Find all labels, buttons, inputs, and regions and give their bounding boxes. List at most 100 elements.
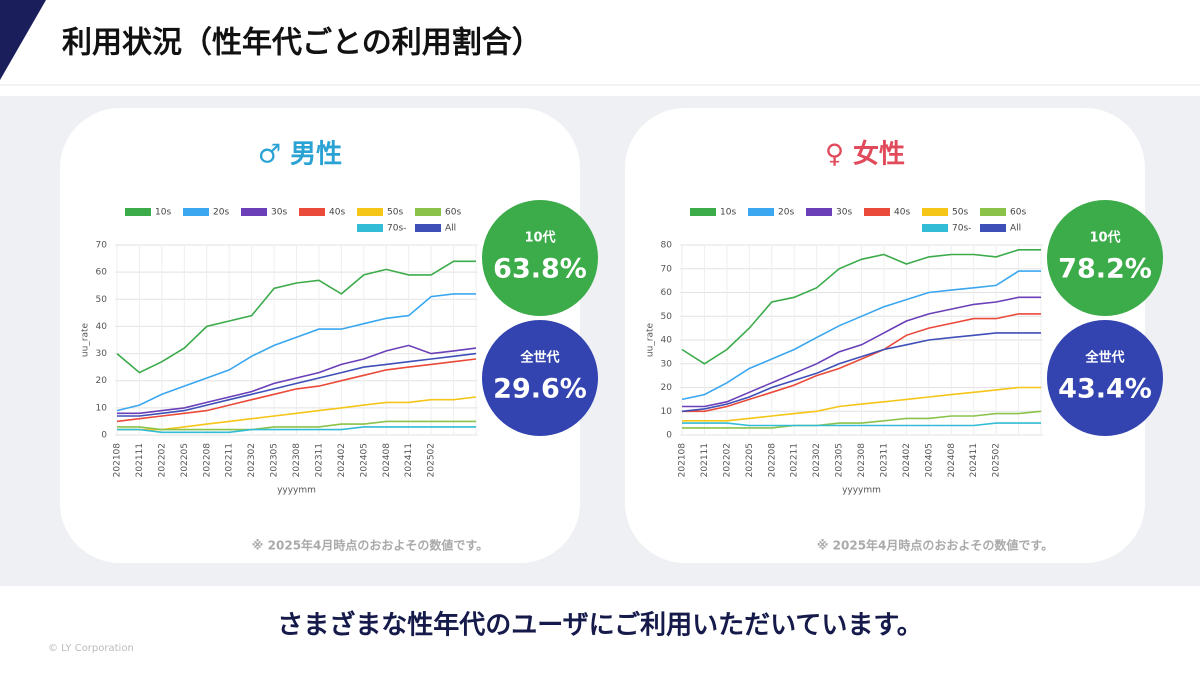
chart-title: ♂ 男性 [258, 140, 342, 170]
y-tick-label: 70 [661, 264, 673, 274]
legend-label: 50s [952, 208, 968, 218]
legend-swatch [183, 208, 209, 216]
chart-title: ♀ 女性 [825, 139, 905, 170]
series-line [682, 313, 1041, 413]
series-line [116, 293, 476, 412]
legend-label: 10s [720, 208, 736, 218]
chart-note: ※ 2025年4月時点のおおよその数値です。 [252, 538, 488, 553]
legend-label: All [445, 224, 456, 234]
stat-value: 78.2% [1058, 254, 1152, 285]
series-line [682, 386, 1041, 422]
legend-label: 10s [155, 208, 171, 218]
x-tick-label: 202402 [337, 443, 347, 477]
x-tick-label: 202502 [992, 443, 1002, 477]
y-tick-label: 0 [101, 431, 107, 441]
series-line [682, 410, 1042, 429]
legend-swatch [690, 208, 716, 216]
x-tick-label: 202111 [700, 443, 710, 477]
x-tick-label: 202408 [382, 443, 392, 478]
y-tick-label: 80 [661, 241, 673, 251]
y-axis-label: uu_rate [81, 322, 91, 357]
y-tick-label: 40 [661, 336, 673, 346]
x-tick-label: 202202 [157, 443, 167, 477]
series-line [117, 396, 477, 431]
legend-swatch [241, 208, 267, 216]
stat-label: 全世代 [519, 350, 559, 366]
x-tick-label: 202311 [879, 443, 889, 477]
x-tick-label: 202108 [678, 443, 688, 478]
x-tick-label: 202305 [835, 443, 845, 477]
series-line [682, 422, 1041, 427]
series-line [117, 426, 476, 434]
x-tick-label: 202205 [745, 443, 755, 477]
x-tick-label: 202302 [247, 443, 257, 477]
x-tick-label: 202402 [902, 443, 912, 477]
legend-label: 40s [894, 208, 910, 218]
copyright: © LY Corporation [48, 643, 134, 654]
y-tick-label: 60 [96, 268, 108, 278]
x-tick-label: 202411 [404, 443, 414, 477]
legend-swatch [415, 208, 441, 216]
x-tick-label: 202211 [225, 443, 235, 477]
legend-swatch [922, 208, 948, 216]
legend-label: 20s [213, 208, 229, 218]
legend-swatch [980, 224, 1006, 232]
y-tick-label: 0 [666, 431, 672, 441]
footer-message: さまざまな性年代のユーザにご利用いただいています。 [277, 610, 923, 641]
series-line [682, 296, 1041, 408]
series-line [117, 420, 476, 431]
x-tick-label: 202208 [767, 443, 777, 478]
x-tick-label: 202408 [947, 443, 957, 478]
x-tick-label: 202202 [722, 443, 732, 477]
card [60, 108, 580, 563]
legend-label: 40s [329, 208, 345, 218]
legend-label: 20s [778, 208, 794, 218]
y-tick-label: 30 [661, 359, 673, 369]
y-tick-label: 60 [661, 288, 673, 298]
legend-swatch [357, 224, 383, 232]
legend-label: 70s- [387, 224, 406, 234]
y-tick-label: 20 [661, 383, 673, 393]
legend-swatch [980, 208, 1006, 216]
x-tick-label: 202108 [113, 443, 123, 478]
legend-label: 50s [387, 208, 403, 218]
chart-note: ※ 2025年4月時点のおおよその数値です。 [817, 538, 1053, 553]
y-axis-label: uu_rate [646, 322, 656, 357]
legend-swatch [299, 208, 325, 216]
stat-badge [482, 200, 598, 316]
stat-value: 43.4% [1058, 374, 1152, 405]
series-line [116, 260, 476, 374]
y-tick-label: 10 [96, 403, 108, 413]
legend-label: All [1010, 224, 1021, 234]
y-tick-label: 20 [96, 376, 108, 386]
legend-label: 60s [445, 208, 461, 218]
slide-title: 利用状況（性年代ごとの利用割合） [62, 26, 542, 61]
stat-label: 全世代 [1084, 350, 1124, 366]
stat-badge [1047, 320, 1163, 436]
series-line [116, 358, 477, 423]
x-tick-label: 202411 [969, 443, 979, 477]
y-tick-label: 40 [96, 322, 108, 332]
legend-swatch [864, 208, 890, 216]
legend-swatch [748, 208, 774, 216]
x-tick-label: 202308 [857, 443, 867, 478]
y-tick-label: 70 [96, 241, 108, 251]
x-tick-label: 202308 [292, 443, 302, 478]
legend-swatch [357, 208, 383, 216]
series-line [117, 344, 477, 415]
x-tick-label: 202405 [359, 443, 369, 477]
legend-swatch [806, 208, 832, 216]
x-axis-label: yyyymm [277, 486, 316, 496]
card [625, 108, 1145, 563]
y-tick-label: 30 [96, 349, 108, 359]
x-tick-label: 202311 [314, 443, 324, 477]
series-line [681, 270, 1041, 401]
legend-label: 30s [836, 208, 852, 218]
y-tick-label: 50 [96, 295, 108, 305]
x-tick-label: 202405 [924, 443, 934, 477]
legend-label: 30s [271, 208, 287, 218]
stat-label: 10代 [524, 230, 555, 246]
legend-label: 60s [1010, 208, 1026, 218]
stat-badge [1047, 200, 1163, 316]
x-tick-label: 202211 [790, 443, 800, 477]
